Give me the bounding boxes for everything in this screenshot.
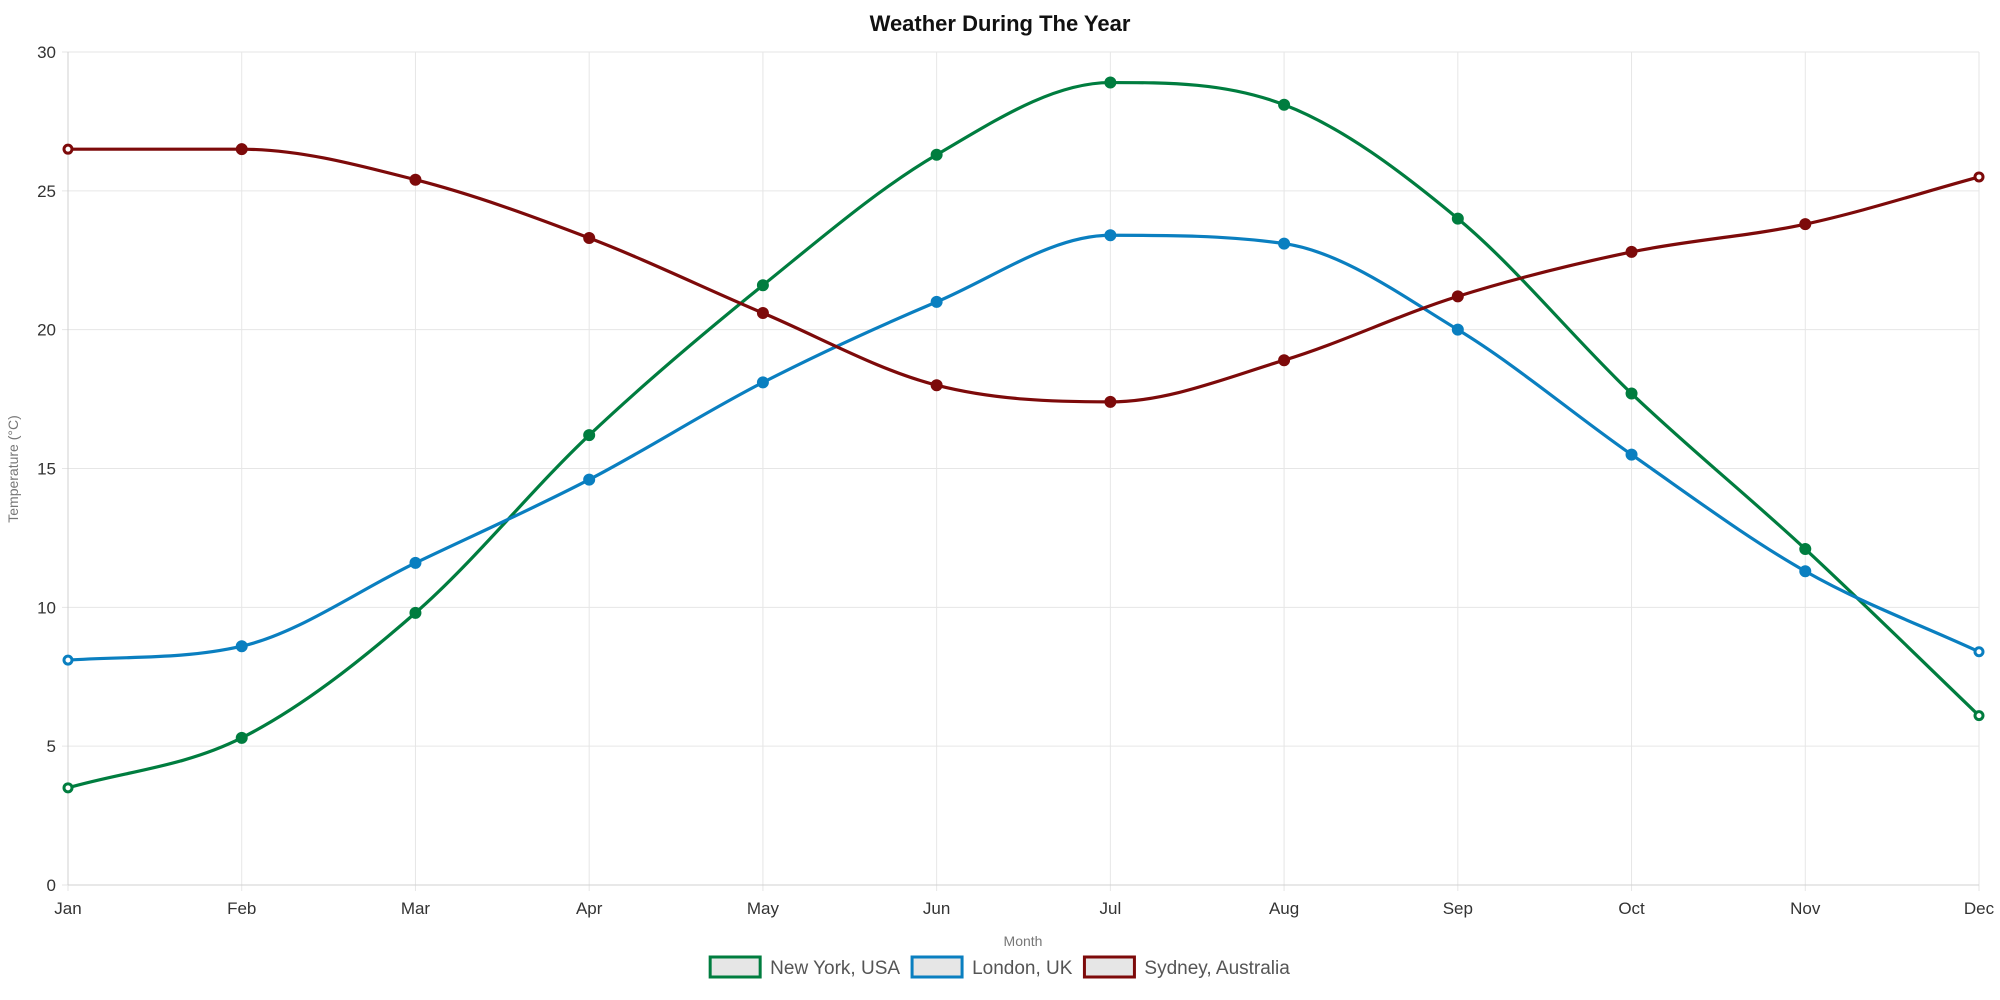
data-point-new-york-usa[interactable] xyxy=(1451,212,1464,225)
data-point-sydney-australia[interactable] xyxy=(1799,218,1812,231)
data-point-london-uk[interactable] xyxy=(930,295,943,308)
x-tick-label: Apr xyxy=(576,899,603,918)
data-point-sydney-australia[interactable] xyxy=(1104,395,1117,408)
data-point-new-york-usa[interactable] xyxy=(409,606,422,619)
data-point-new-york-usa[interactable] xyxy=(235,731,248,744)
data-point-london-uk[interactable] xyxy=(235,640,248,653)
y-axis-label: Temperature (°C) xyxy=(5,415,21,523)
x-tick-label: Jul xyxy=(1099,899,1121,918)
data-point-sydney-australia[interactable] xyxy=(409,173,422,186)
series-points xyxy=(62,76,1985,794)
legend-label: New York, USA xyxy=(770,958,900,979)
y-tick-label: 15 xyxy=(37,460,56,479)
y-tick-label: 0 xyxy=(47,876,56,895)
x-tick-label: Feb xyxy=(227,899,256,918)
legend-label: London, UK xyxy=(972,958,1073,979)
x-tick-label: Dec xyxy=(1964,899,1995,918)
x-tick-label: Nov xyxy=(1790,899,1821,918)
x-tick-label: Jun xyxy=(923,899,950,918)
x-tick-label: Sep xyxy=(1443,899,1473,918)
y-tick-label: 25 xyxy=(37,182,56,201)
data-point-sydney-australia[interactable] xyxy=(1625,245,1638,258)
data-point-new-york-usa[interactable] xyxy=(930,148,943,161)
data-point-london-uk[interactable] xyxy=(1104,229,1117,242)
x-tick-label: Jan xyxy=(54,899,81,918)
legend-item-london-uk[interactable]: London, UK xyxy=(910,955,1073,979)
y-tick-label: 20 xyxy=(37,321,56,340)
chart-title: Weather During The Year xyxy=(870,11,1131,36)
data-point-london-uk[interactable] xyxy=(1973,646,1985,658)
legend-swatch xyxy=(910,955,964,979)
data-point-new-york-usa[interactable] xyxy=(62,782,74,794)
data-point-sydney-australia[interactable] xyxy=(930,379,943,392)
data-point-london-uk[interactable] xyxy=(1799,565,1812,578)
data-point-sydney-australia[interactable] xyxy=(235,143,248,156)
data-point-new-york-usa[interactable] xyxy=(1104,76,1117,89)
data-point-sydney-australia[interactable] xyxy=(756,307,769,320)
data-point-new-york-usa[interactable] xyxy=(1799,543,1812,556)
data-point-london-uk[interactable] xyxy=(1451,323,1464,336)
data-point-new-york-usa[interactable] xyxy=(1973,710,1985,722)
legend-swatch xyxy=(708,955,762,979)
data-point-new-york-usa[interactable] xyxy=(756,279,769,292)
data-point-london-uk[interactable] xyxy=(583,473,596,486)
grid xyxy=(62,51,1980,891)
legend-item-sydney-australia[interactable]: Sydney, Australia xyxy=(1082,955,1290,979)
data-point-sydney-australia[interactable] xyxy=(1278,354,1291,367)
data-point-london-uk[interactable] xyxy=(1625,448,1638,461)
legend-item-new-york-usa[interactable]: New York, USA xyxy=(708,955,900,979)
x-tick-label: Oct xyxy=(1618,899,1645,918)
data-point-sydney-australia[interactable] xyxy=(1973,171,1985,183)
x-tick-label: Mar xyxy=(401,899,431,918)
data-point-london-uk[interactable] xyxy=(409,556,422,569)
data-point-new-york-usa[interactable] xyxy=(583,429,596,442)
data-point-sydney-australia[interactable] xyxy=(1451,290,1464,303)
x-tick-label: May xyxy=(747,899,780,918)
data-point-new-york-usa[interactable] xyxy=(1278,98,1291,111)
data-point-sydney-australia[interactable] xyxy=(62,143,74,155)
y-tick-label: 5 xyxy=(47,737,56,756)
x-axis-label: Month xyxy=(1004,933,1043,949)
y-tick-label: 10 xyxy=(37,598,56,617)
axes: Jan Feb Mar Apr May Jun Jul Aug Sep Oct Nov Dec 0 5 10… xyxy=(37,43,1995,918)
series-line-new-york-usa xyxy=(66,80,1981,790)
series-lines xyxy=(66,80,1981,790)
x-tick-label: Aug xyxy=(1269,899,1299,918)
data-point-london-uk[interactable] xyxy=(1278,237,1291,250)
legend-swatch xyxy=(1082,955,1136,979)
data-point-sydney-australia[interactable] xyxy=(583,232,596,245)
data-point-london-uk[interactable] xyxy=(756,376,769,389)
data-point-new-york-usa[interactable] xyxy=(1625,387,1638,400)
legend-label: Sydney, Australia xyxy=(1144,958,1290,979)
y-tick-label: 30 xyxy=(37,43,56,62)
data-point-london-uk[interactable] xyxy=(62,654,74,666)
series-line-sydney-australia xyxy=(66,147,1981,404)
legend[interactable]: New York, USA London, UK Sydney, Australia xyxy=(708,955,1290,979)
series-line-london-uk xyxy=(66,233,1981,662)
